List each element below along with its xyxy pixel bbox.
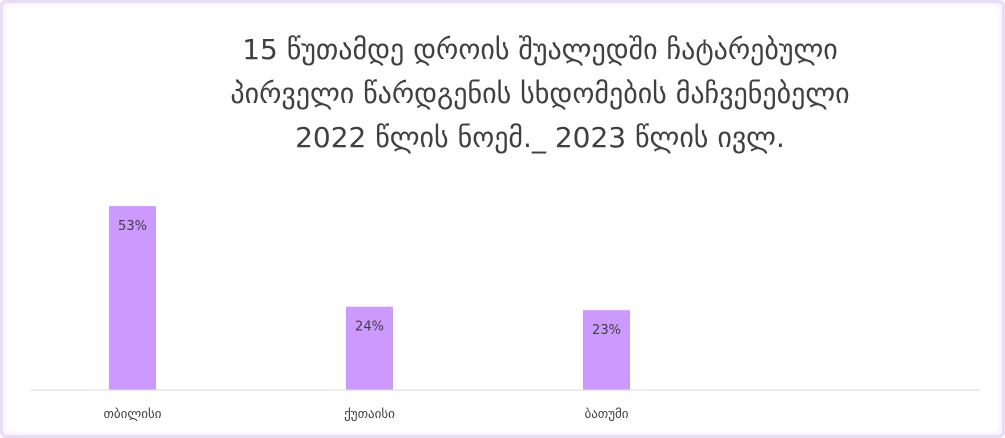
x-tick-label-3: ბათუმი <box>584 407 628 422</box>
chart-title-line-3: 2022 წლის ნოემ._ 2023 წლის ივლ. <box>295 121 785 154</box>
chart-title: 15 წუთამდე დროის შუალედში ჩატარებული პირ… <box>130 28 950 160</box>
bar-1 <box>109 206 156 390</box>
x-tick-label-1: თბილისი <box>104 407 162 422</box>
data-label-3: 23% <box>592 323 621 338</box>
bars-layer <box>109 206 630 390</box>
data-label-1: 53% <box>118 219 147 234</box>
bar-2 <box>346 306 393 390</box>
data-label-2: 24% <box>355 320 384 335</box>
x-tick-label-2: ქუთაისი <box>344 407 395 422</box>
bar-3 <box>583 310 630 390</box>
chart-title-line-1: 15 წუთამდე დროის შუალედში ჩატარებული <box>242 33 838 66</box>
chart-title-line-2: პირველი წარდგენის სხდომების მაჩვენებელი <box>230 77 850 110</box>
labels-layer: 53% თბილისი 24% ქუთაისი 23% ბათუმი <box>104 219 629 422</box>
